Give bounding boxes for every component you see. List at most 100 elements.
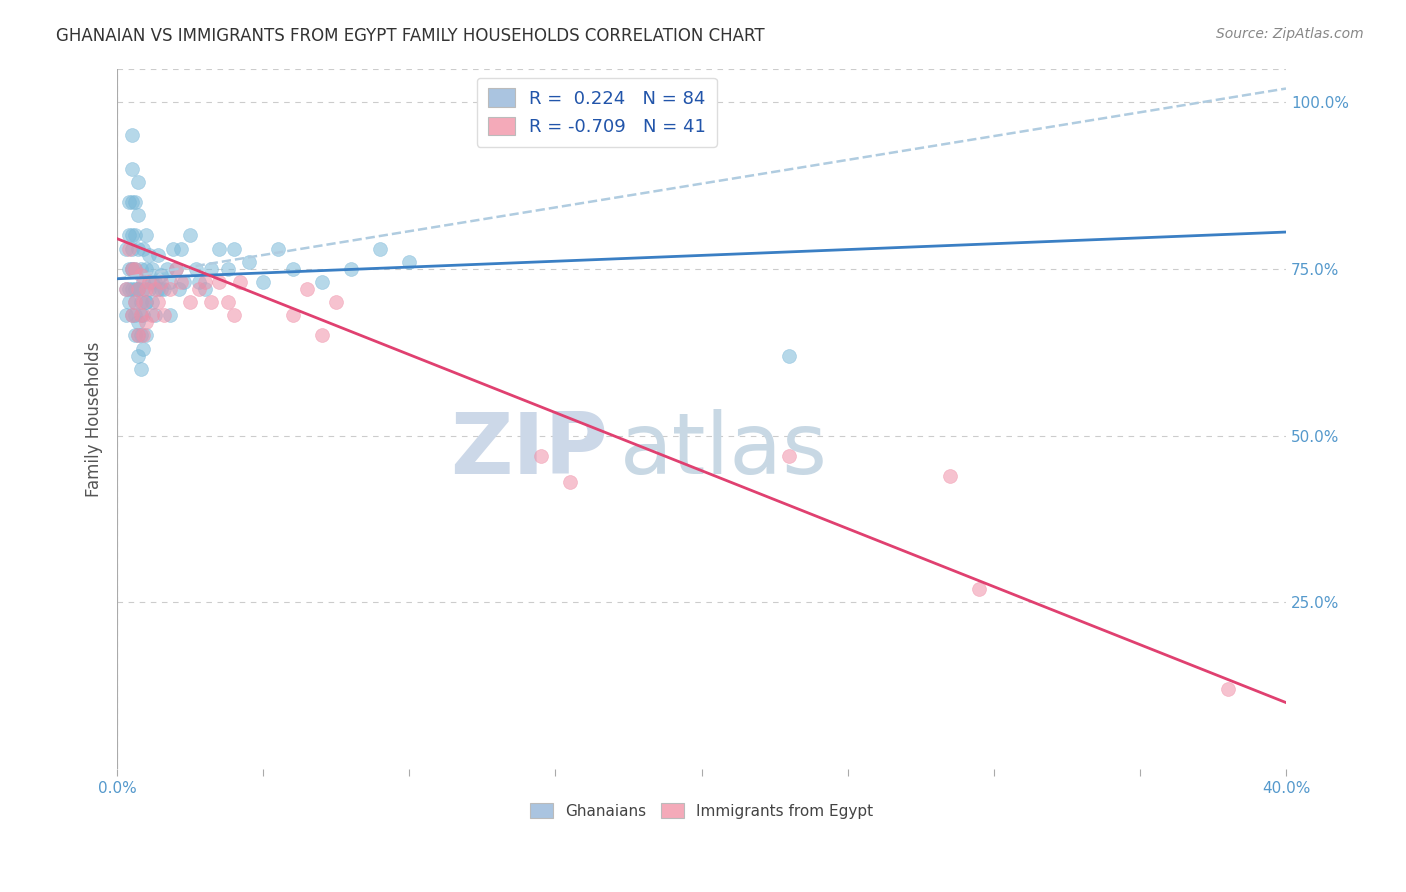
Point bbox=[129, 328, 152, 343]
Text: atlas: atlas bbox=[620, 409, 828, 492]
Point bbox=[115, 309, 138, 323]
Point bbox=[208, 275, 231, 289]
Point bbox=[778, 349, 800, 363]
Point bbox=[530, 449, 553, 463]
Point bbox=[135, 295, 157, 310]
Point bbox=[118, 282, 141, 296]
Point bbox=[135, 282, 157, 296]
Point bbox=[127, 208, 149, 222]
Point bbox=[222, 242, 245, 256]
Point bbox=[325, 295, 347, 310]
Point bbox=[398, 255, 420, 269]
Point bbox=[165, 261, 187, 276]
Point bbox=[135, 295, 157, 310]
Point bbox=[124, 295, 146, 310]
Point bbox=[132, 275, 155, 289]
Point bbox=[281, 261, 304, 276]
Point bbox=[143, 282, 166, 296]
Point bbox=[124, 228, 146, 243]
Point bbox=[141, 309, 163, 323]
Point bbox=[121, 309, 143, 323]
Point bbox=[170, 275, 193, 289]
Point bbox=[150, 282, 173, 296]
Point bbox=[121, 242, 143, 256]
Point bbox=[162, 242, 184, 256]
Point bbox=[165, 261, 187, 276]
Point bbox=[252, 275, 274, 289]
Point bbox=[129, 362, 152, 376]
Point bbox=[939, 468, 962, 483]
Point bbox=[115, 282, 138, 296]
Point bbox=[238, 255, 260, 269]
Point bbox=[146, 248, 169, 262]
Point bbox=[143, 275, 166, 289]
Point bbox=[135, 261, 157, 276]
Point bbox=[340, 261, 363, 276]
Point bbox=[143, 309, 166, 323]
Point bbox=[127, 282, 149, 296]
Point bbox=[159, 309, 181, 323]
Point bbox=[129, 309, 152, 323]
Point bbox=[124, 295, 146, 310]
Text: GHANAIAN VS IMMIGRANTS FROM EGYPT FAMILY HOUSEHOLDS CORRELATION CHART: GHANAIAN VS IMMIGRANTS FROM EGYPT FAMILY… bbox=[56, 27, 765, 45]
Point bbox=[129, 261, 152, 276]
Point bbox=[159, 275, 181, 289]
Point bbox=[159, 282, 181, 296]
Point bbox=[267, 242, 290, 256]
Point bbox=[153, 282, 176, 296]
Point bbox=[129, 268, 152, 283]
Point bbox=[217, 295, 239, 310]
Point bbox=[127, 328, 149, 343]
Point bbox=[129, 309, 152, 323]
Point bbox=[132, 328, 155, 343]
Text: Source: ZipAtlas.com: Source: ZipAtlas.com bbox=[1216, 27, 1364, 41]
Point bbox=[118, 242, 141, 256]
Point bbox=[167, 282, 190, 296]
Point bbox=[146, 295, 169, 310]
Point bbox=[217, 261, 239, 276]
Point bbox=[368, 242, 391, 256]
Point bbox=[121, 261, 143, 276]
Point bbox=[118, 261, 141, 276]
Point bbox=[141, 275, 163, 289]
Point bbox=[179, 228, 201, 243]
Text: ZIP: ZIP bbox=[450, 409, 607, 492]
Point bbox=[311, 275, 333, 289]
Point bbox=[135, 315, 157, 329]
Point bbox=[127, 282, 149, 296]
Point bbox=[115, 242, 138, 256]
Point bbox=[124, 328, 146, 343]
Point bbox=[127, 315, 149, 329]
Point bbox=[127, 175, 149, 189]
Point bbox=[222, 309, 245, 323]
Point bbox=[150, 268, 173, 283]
Point bbox=[138, 282, 160, 296]
Point bbox=[118, 295, 141, 310]
Point bbox=[124, 194, 146, 209]
Point bbox=[135, 228, 157, 243]
Point bbox=[194, 275, 217, 289]
Point bbox=[127, 349, 149, 363]
Point bbox=[132, 242, 155, 256]
Point bbox=[146, 282, 169, 296]
Point bbox=[156, 261, 179, 276]
Point bbox=[127, 328, 149, 343]
Point bbox=[173, 275, 195, 289]
Point bbox=[558, 475, 581, 490]
Point bbox=[124, 261, 146, 276]
Point bbox=[129, 295, 152, 310]
Point bbox=[138, 248, 160, 262]
Point bbox=[115, 282, 138, 296]
Point bbox=[188, 275, 211, 289]
Point bbox=[135, 328, 157, 343]
Point bbox=[281, 309, 304, 323]
Point bbox=[132, 282, 155, 296]
Point bbox=[150, 275, 173, 289]
Point bbox=[295, 282, 318, 296]
Legend: Ghanaians, Immigrants from Egypt: Ghanaians, Immigrants from Egypt bbox=[523, 797, 880, 825]
Point bbox=[118, 194, 141, 209]
Point bbox=[179, 295, 201, 310]
Point bbox=[124, 309, 146, 323]
Point bbox=[121, 161, 143, 176]
Point bbox=[121, 128, 143, 143]
